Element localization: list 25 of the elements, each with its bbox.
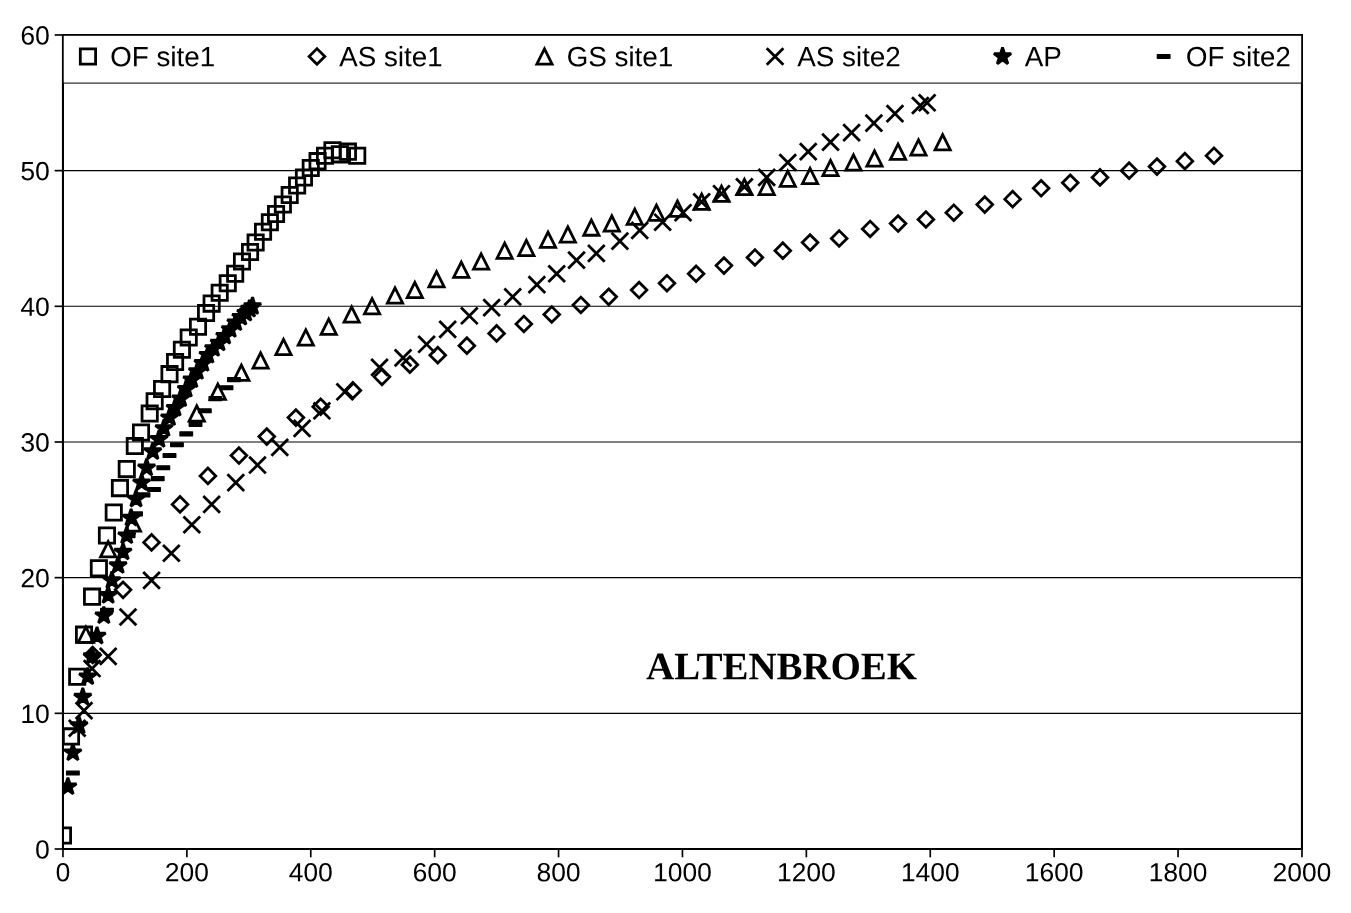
x-tick-label: 1400 (902, 862, 959, 882)
annotation: ALTENBROEK (646, 653, 917, 680)
y-tick-label: 10 (22, 704, 49, 724)
legend-label: AS site2 (797, 46, 900, 67)
x-tick-label: 1800 (1150, 862, 1207, 882)
legend-label: AS site1 (339, 46, 442, 67)
y-tick-label: 40 (21, 297, 49, 317)
x-tick-label: 400 (289, 862, 332, 882)
legend-label: AP (1024, 47, 1061, 67)
y-tick-label: 0 (36, 840, 49, 859)
x-tick-label: 2000 (1273, 862, 1331, 882)
x-tick-label: 1600 (1026, 862, 1083, 882)
x-tick-label: 200 (166, 862, 208, 882)
x-tick-label: 1000 (655, 862, 711, 882)
y-tick-label: 20 (21, 568, 49, 588)
x-tick-label: 1200 (779, 862, 835, 882)
legend-label: OF site1 (111, 46, 214, 67)
y-tick-label: 60 (21, 26, 49, 45)
legend-label: GS site1 (568, 46, 672, 67)
legend-label: OF site2 (1187, 46, 1290, 67)
y-tick-label: 50 (21, 161, 49, 181)
y-tick-label: 30 (21, 433, 49, 452)
x-tick-label: 800 (537, 862, 580, 882)
x-tick-label: 600 (413, 862, 456, 882)
x-tick-label: 0 (56, 862, 70, 882)
